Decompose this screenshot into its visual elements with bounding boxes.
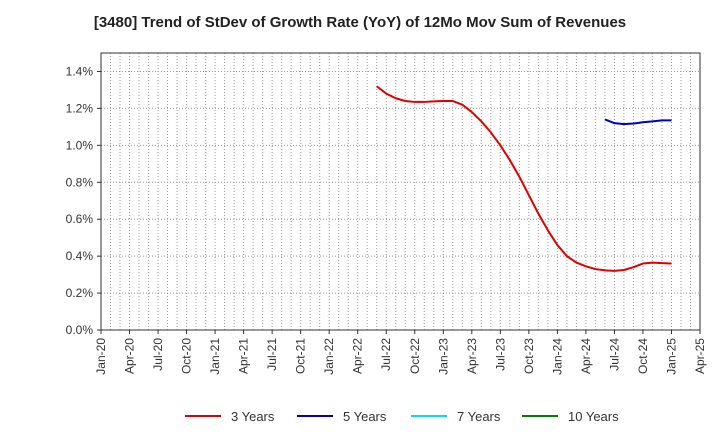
legend: 3 Years 5 Years 7 Years 10 Years (0, 404, 720, 428)
x-tick-label: Apr-21 (237, 338, 251, 374)
x-tick-label: Apr-24 (579, 338, 593, 374)
x-tick-label: Oct-23 (522, 338, 536, 374)
legend-label: 7 Years (457, 408, 501, 424)
x-tick-label: Jul-20 (151, 338, 165, 371)
y-tick-label: 0.2% (66, 286, 94, 300)
x-tick-label: Oct-20 (180, 338, 194, 374)
legend-item: 10 Years (522, 404, 619, 428)
legend-item: 5 Years (297, 404, 386, 428)
x-tick-label: Jul-23 (493, 338, 507, 371)
x-tick-label: Jan-25 (664, 338, 678, 375)
y-tick-label: 0.6% (66, 212, 94, 226)
x-tick-label: Apr-25 (693, 338, 707, 374)
y-tick-label: 0.0% (66, 323, 94, 337)
x-tick-label: Jan-24 (550, 338, 564, 375)
plot-area (101, 53, 700, 330)
x-tick-label: Jul-24 (607, 338, 621, 371)
x-tick-label: Apr-23 (465, 338, 479, 374)
y-tick-label: 1.4% (66, 64, 94, 78)
y-tick-label: 0.4% (66, 249, 94, 263)
chart-title: [3480] Trend of StDev of Growth Rate (Yo… (93, 14, 627, 31)
legend-label: 5 Years (343, 408, 387, 424)
plot-frame (100, 52, 701, 331)
series-line-5-years (604, 118, 672, 126)
series-line-3-years (376, 85, 672, 272)
legend-item: 7 Years (411, 404, 500, 428)
legend-swatch (522, 415, 558, 417)
legend-label: 3 Years (231, 408, 275, 424)
axes: 0.0% 0.2% 0.4% 0.6% 0.8% 1.0% 1.2% 1.4% Jan-20 Ap… (66, 52, 707, 375)
x-tick-label: Apr-20 (123, 338, 137, 374)
y-tick-label: 0.8% (66, 175, 94, 189)
series-lines (376, 85, 672, 272)
x-tick-label: Oct-21 (294, 338, 308, 374)
legend-swatch (297, 415, 333, 417)
x-tick-label: Jul-21 (265, 338, 279, 371)
legend-item: 3 Years (185, 404, 274, 428)
y-tick-label: 1.0% (66, 138, 94, 152)
x-tick-label: Jan-21 (208, 338, 222, 375)
x-tick-label: Jan-22 (322, 338, 336, 375)
legend-swatch (185, 415, 221, 417)
legend-label: 10 Years (568, 408, 619, 424)
x-tick-label: Apr-22 (351, 338, 365, 374)
x-tick-label: Jul-22 (379, 338, 393, 371)
x-tick-label: Jan-23 (436, 338, 450, 375)
x-tick-label: Oct-22 (408, 338, 422, 374)
x-tick-label: Jan-20 (94, 338, 108, 375)
legend-swatch (411, 415, 447, 417)
x-tick-label: Oct-24 (636, 338, 650, 374)
y-tick-label: 1.2% (66, 101, 94, 115)
